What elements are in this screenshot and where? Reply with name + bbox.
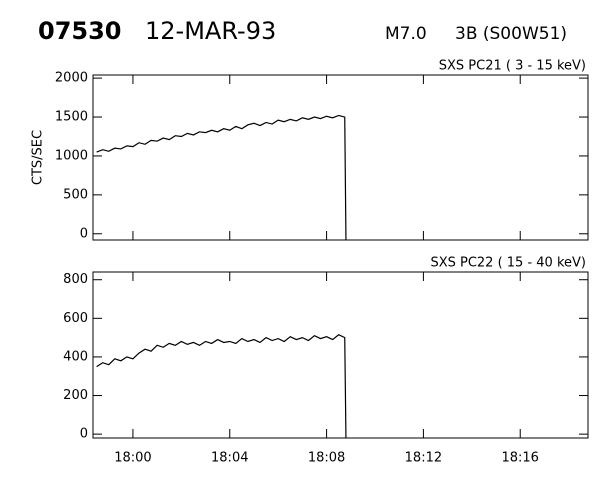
y-tick-label: 800 [63,272,88,287]
y-tick-label: 200 [63,388,88,403]
y-tick-label: 0 [80,226,88,241]
data-line [96,114,347,240]
plot-frame [92,271,589,439]
panel-title: SXS PC21 ( 3 - 15 keV) [439,59,586,74]
y-tick-label: 1500 [55,110,88,125]
plot-frame [92,74,589,241]
flare-location: 3B (S00W51) [455,24,567,44]
y-axis-label: CTS/SEC [31,130,46,185]
x-tick-label: 18:12 [405,451,442,466]
panel-title: SXS PC22 ( 15 - 40 keV) [430,256,586,271]
y-tick-label: 600 [63,311,88,326]
x-tick-label: 18:08 [308,451,345,466]
x-tick-label: 18:04 [211,451,248,466]
y-tick-label: 400 [63,349,88,364]
y-tick-label: 2000 [55,71,88,86]
x-tick-label: 18:00 [114,451,151,466]
y-tick-label: 1000 [55,148,88,163]
flare-class: M7.0 [385,24,427,44]
x-tick-label: 18:16 [501,451,538,466]
event-date: 12-MAR-93 [145,17,276,45]
y-tick-label: 0 [80,427,88,442]
event-number: 07530 [38,17,122,45]
y-tick-label: 500 [63,187,88,202]
data-line [96,334,347,439]
